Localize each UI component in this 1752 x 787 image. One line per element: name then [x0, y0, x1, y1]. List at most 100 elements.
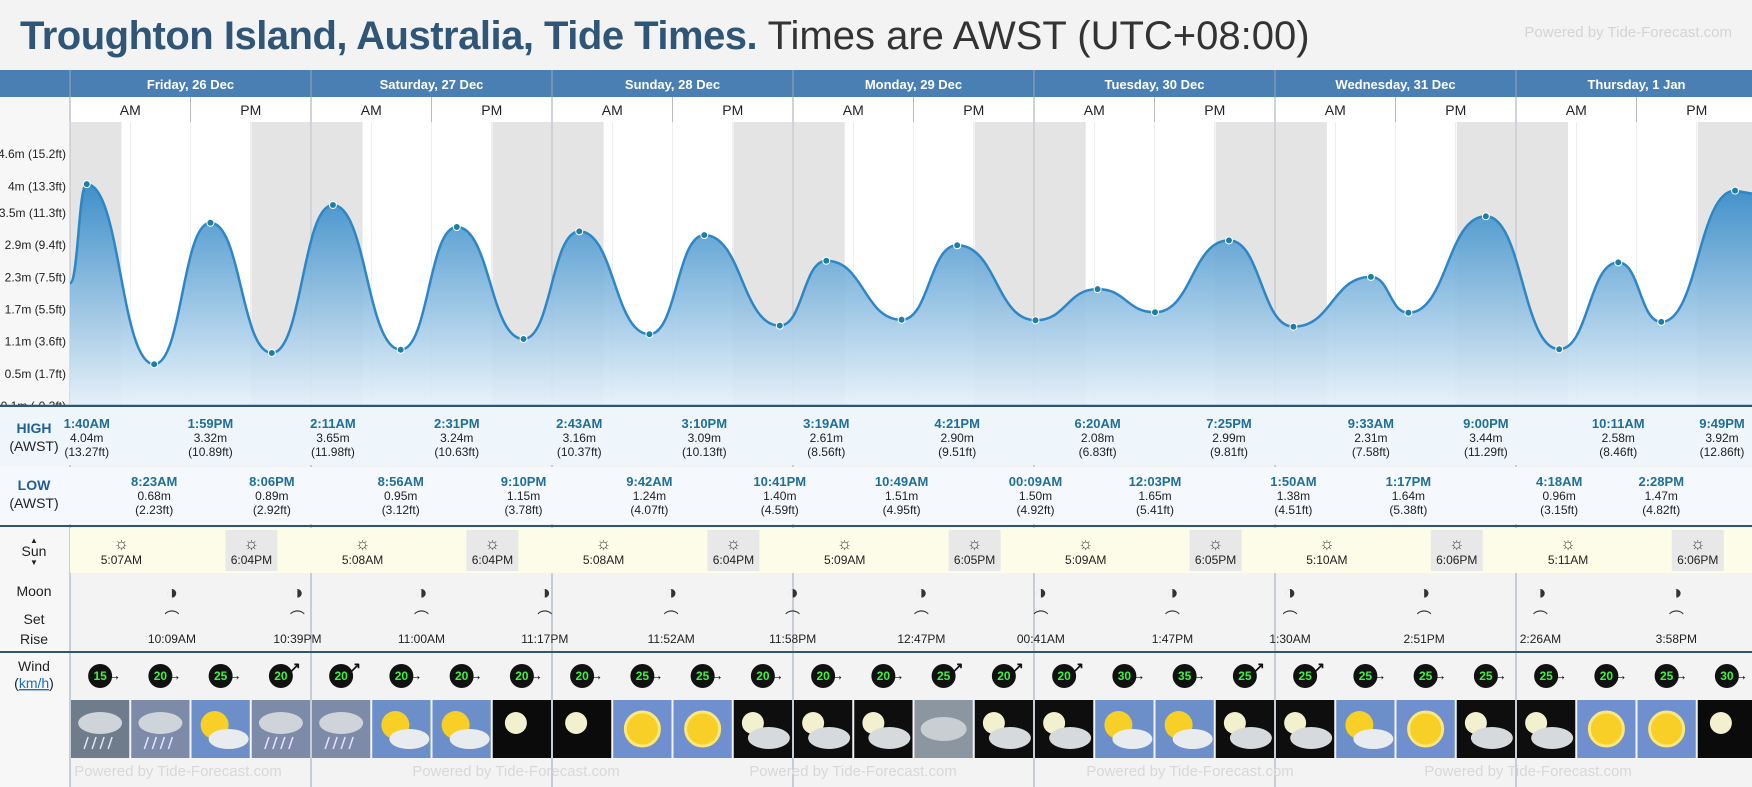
page-title: Troughton Island, Australia, Tide Times.…	[20, 8, 1310, 64]
crescent-moon-icon: ◑	[1534, 582, 1546, 604]
wind-direction-arrow-icon: ↗	[349, 659, 361, 675]
low-tide-metres: 1.24m	[633, 489, 666, 503]
high-tide-time: 10:11AM	[1592, 416, 1645, 431]
sun-disc	[684, 710, 722, 748]
high-tide-feet: (9.51ft)	[938, 445, 976, 459]
sunrise-time: 5:07AM	[101, 553, 142, 567]
low-tide-feet: (4.92ft)	[1016, 503, 1054, 517]
wind-direction-arrow-icon: →	[228, 667, 242, 683]
pm-label: PM	[963, 102, 984, 118]
cloud-shape	[138, 712, 183, 734]
moonset-time: 10:09AM	[148, 632, 196, 646]
wind-badge	[1534, 664, 1559, 688]
wind-speed: 15	[93, 669, 107, 683]
sunrise-time: 5:09AM	[824, 553, 865, 567]
cloud-shape	[1229, 727, 1272, 749]
high-tide-marker	[206, 218, 215, 227]
moonrise-row-title: Rise	[20, 631, 48, 647]
high-tide-metres: 3.09m	[688, 431, 721, 445]
low-tide-time: 12:03PM	[1129, 474, 1182, 489]
moonrise-icon: ⌒	[1283, 610, 1298, 627]
moonrise-icon: ⌒	[1533, 610, 1548, 627]
pm-label: PM	[1204, 102, 1225, 118]
half-moon-icon: ◑	[665, 582, 677, 604]
high-tide-time: 2:31PM	[434, 416, 480, 431]
am-label: AM	[1084, 102, 1105, 118]
wind-direction-arrow-icon: →	[589, 667, 603, 683]
low-tide-time: 8:06PM	[249, 474, 295, 489]
wind-badge	[329, 664, 354, 688]
low-tide-marker	[519, 335, 528, 344]
high-tide-metres: 2.08m	[1081, 431, 1114, 445]
am-label: AM	[843, 102, 864, 118]
wind-speed: 30	[1720, 669, 1734, 683]
pm-label: PM	[481, 102, 502, 118]
low-tide-metres: 1.38m	[1277, 489, 1310, 503]
high-tide-time: 9:33AM	[1348, 416, 1394, 431]
cloud-shape	[319, 712, 364, 734]
high-tide-feet: (13.27ft)	[64, 445, 109, 459]
wind-speed: 20	[515, 669, 529, 683]
cloud-shape	[1353, 729, 1394, 749]
high-tide-time: 9:00PM	[1463, 416, 1509, 431]
high-tide-time: 3:10PM	[682, 416, 728, 431]
high-tide-marker	[452, 223, 461, 232]
high-tide-feet: (8.56ft)	[807, 445, 845, 459]
wind-badge	[1714, 664, 1739, 688]
cloud-shape	[1470, 727, 1513, 749]
wind-direction-arrow-icon: →	[890, 667, 904, 683]
half-moon-icon: ◑	[415, 582, 427, 604]
high-tide-feet: (11.98ft)	[311, 445, 355, 459]
sunrise-icon: ☼	[355, 534, 371, 553]
wind-badge	[1172, 664, 1197, 688]
low-tide-time: 2:28PM	[1639, 474, 1685, 489]
y-tick-label: 4.6m (15.2ft)	[0, 147, 66, 161]
moonset-icon: ⌒	[1165, 610, 1180, 627]
sunset-cell	[1189, 530, 1242, 571]
high-tide-marker	[82, 180, 91, 189]
high-tide-metres: 2.61m	[810, 431, 843, 445]
wind-badge	[208, 664, 233, 688]
sunset-icon: ☼	[1208, 534, 1224, 553]
moonset-time: 11:00AM	[398, 632, 445, 646]
wind-speed: 20	[154, 669, 168, 683]
rain-streak	[332, 736, 338, 750]
wind-badge	[750, 664, 775, 688]
moonset-row-title: Set	[23, 611, 44, 627]
moonrise-time: 2:26AM	[1520, 632, 1561, 646]
wind-badge	[509, 664, 534, 688]
am-label: AM	[120, 102, 141, 118]
moonrise-time: 11:17PM	[521, 632, 568, 646]
high-tide-metres: 3.92m	[1705, 431, 1738, 445]
high-tide-metres: 3.24m	[440, 431, 473, 445]
sunset-cell	[948, 530, 1001, 571]
low-tide-metres: 1.15m	[507, 489, 540, 503]
sunset-cell	[466, 530, 519, 571]
high-tide-metres: 2.31m	[1354, 431, 1387, 445]
low-tide-feet: (4.59ft)	[761, 503, 799, 517]
wind-direction-arrow-icon: →	[1131, 667, 1145, 683]
low-tide-feet: (3.78ft)	[505, 503, 543, 517]
low-tide-metres: 1.64m	[1392, 489, 1425, 503]
low-tide-marker	[1031, 316, 1040, 325]
powered-by-footer: Powered by Tide-Forecast.com	[1424, 763, 1632, 780]
low-tide-feet: (5.41ft)	[1136, 503, 1174, 517]
day-label: Sunday, 28 Dec	[625, 77, 720, 92]
high-tide-time: 1:40AM	[64, 416, 110, 431]
wind-direction-arrow-icon: →	[1613, 667, 1627, 683]
rain-streak	[159, 736, 166, 750]
cloud-shape	[808, 727, 851, 749]
cloud-shape	[1172, 729, 1213, 749]
low-tide-feet: (4.95ft)	[883, 503, 921, 517]
high-row-timezone: (AWST)	[9, 438, 58, 454]
sunset-icon: ☼	[1449, 534, 1465, 553]
low-tide-time: 00:09AM	[1009, 474, 1062, 489]
low-tide-feet: (4.82ft)	[1642, 503, 1680, 517]
y-tick-label: 0.5m (1.7ft)	[5, 367, 66, 381]
high-tide-marker	[700, 231, 709, 240]
ampm-row	[70, 97, 1752, 122]
cloud-shape	[920, 717, 967, 741]
moonset-icon: ⌒	[164, 610, 179, 627]
wind-speed: 35	[1178, 669, 1192, 683]
wind-speed: 20	[997, 669, 1011, 683]
